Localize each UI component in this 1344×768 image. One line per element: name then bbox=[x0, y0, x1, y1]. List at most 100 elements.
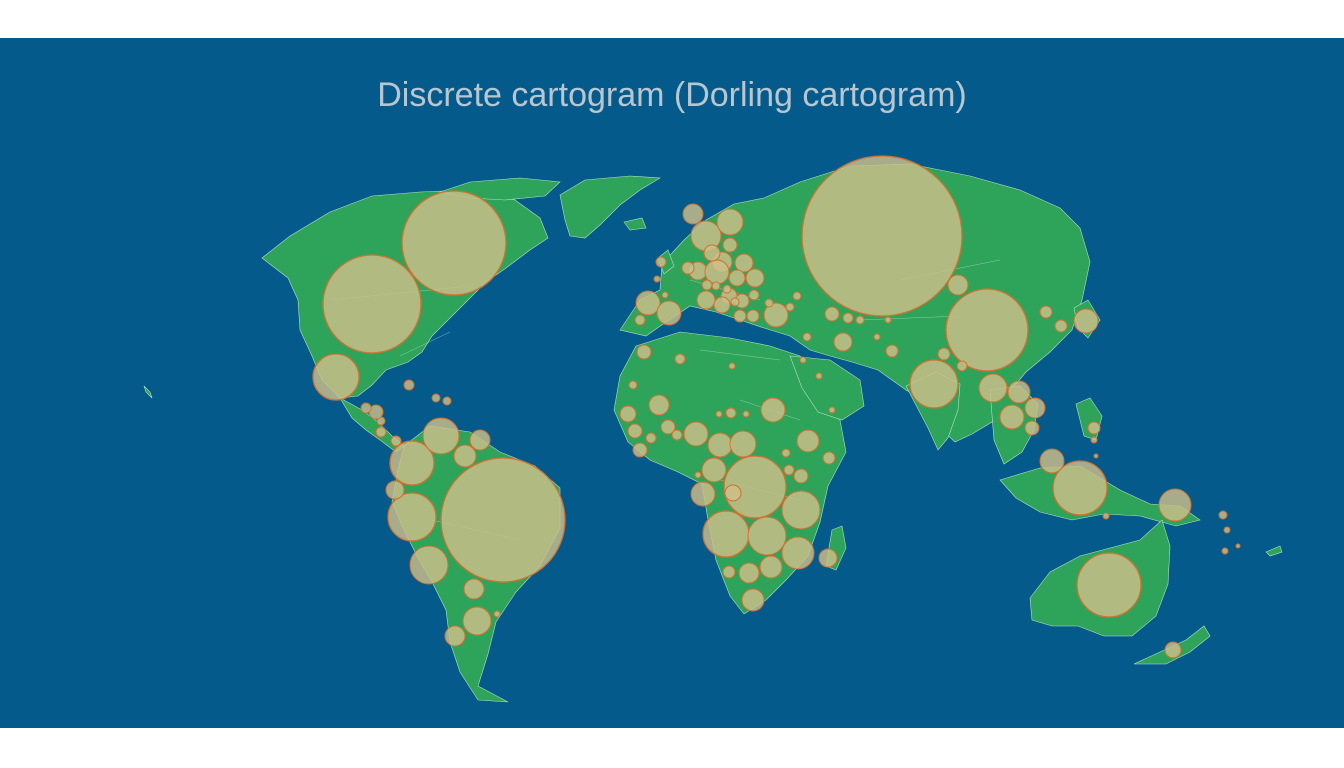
country-circle bbox=[422, 417, 460, 455]
country-circle bbox=[822, 451, 836, 465]
country-circle bbox=[375, 426, 387, 438]
country-circle bbox=[746, 309, 760, 323]
country-circle bbox=[1218, 510, 1228, 520]
country-circle bbox=[1007, 380, 1031, 404]
country-circle bbox=[799, 356, 807, 364]
pacific-islands-land bbox=[1265, 545, 1283, 557]
country-circle bbox=[759, 555, 783, 579]
country-circle bbox=[723, 455, 787, 519]
country-circle bbox=[648, 394, 670, 416]
country-circle bbox=[701, 279, 713, 291]
country-circle bbox=[978, 373, 1008, 403]
country-circle bbox=[360, 402, 372, 414]
country-circle bbox=[628, 380, 638, 390]
country-circle bbox=[760, 397, 786, 423]
country-circle bbox=[403, 379, 415, 391]
country-circle bbox=[742, 410, 750, 418]
country-circle bbox=[1054, 319, 1068, 333]
country-circle bbox=[815, 372, 823, 380]
country-circle bbox=[724, 484, 742, 502]
country-circle bbox=[390, 435, 402, 447]
country-circle bbox=[1052, 460, 1108, 516]
country-circle bbox=[442, 396, 452, 406]
country-circle bbox=[734, 253, 754, 273]
country-circle bbox=[453, 444, 477, 468]
country-circle bbox=[627, 423, 643, 439]
country-circle bbox=[738, 562, 760, 584]
country-circle bbox=[715, 410, 723, 418]
country-circle bbox=[999, 404, 1025, 430]
country-circle bbox=[733, 309, 747, 323]
country-circle bbox=[444, 625, 466, 647]
country-circle bbox=[674, 353, 686, 365]
country-circle bbox=[855, 315, 865, 325]
country-circle bbox=[661, 291, 669, 299]
country-circle bbox=[745, 268, 765, 288]
country-circle bbox=[722, 565, 736, 579]
country-circle bbox=[956, 360, 968, 372]
country-circle bbox=[763, 302, 789, 328]
arabia-land bbox=[789, 355, 865, 421]
map-frame: Discrete cartogram (Dorling cartogram) bbox=[0, 38, 1344, 728]
country-circle bbox=[729, 430, 757, 458]
country-circle bbox=[385, 480, 405, 500]
country-circle bbox=[713, 296, 731, 314]
country-circle bbox=[1093, 453, 1099, 459]
country-circle bbox=[690, 481, 716, 507]
country-circle bbox=[793, 468, 809, 484]
country-circle bbox=[945, 288, 1029, 372]
country-circle bbox=[696, 290, 716, 310]
country-circle bbox=[716, 208, 744, 236]
country-circle bbox=[796, 429, 820, 453]
country-circle bbox=[833, 332, 853, 352]
country-circle bbox=[312, 353, 360, 401]
country-circle bbox=[682, 203, 704, 225]
country-circle bbox=[469, 429, 491, 451]
country-circle bbox=[722, 284, 732, 294]
country-circle bbox=[431, 393, 441, 403]
country-circle bbox=[1039, 448, 1065, 474]
country-circle bbox=[1024, 397, 1046, 419]
country-circle bbox=[409, 545, 449, 585]
country-circle bbox=[683, 421, 709, 447]
country-circle bbox=[711, 281, 721, 291]
country-circle bbox=[681, 261, 695, 275]
country-circle bbox=[1073, 308, 1099, 334]
cartogram-circles bbox=[312, 155, 1241, 659]
country-circle bbox=[802, 332, 812, 342]
country-circle bbox=[701, 457, 727, 483]
country-circle bbox=[1087, 421, 1101, 435]
country-circle bbox=[785, 302, 795, 312]
country-circle bbox=[725, 407, 737, 419]
country-circle bbox=[462, 606, 492, 636]
country-circle bbox=[781, 490, 821, 530]
country-circle bbox=[781, 536, 815, 570]
country-circle bbox=[730, 297, 740, 307]
country-circle bbox=[1223, 526, 1231, 534]
country-circle bbox=[1039, 305, 1053, 319]
country-circle bbox=[389, 440, 435, 486]
country-circle bbox=[703, 244, 721, 262]
country-circle bbox=[463, 578, 485, 600]
country-circle bbox=[635, 290, 661, 316]
country-circle bbox=[702, 510, 750, 558]
country-circle bbox=[728, 269, 746, 287]
hawaii-land bbox=[143, 385, 153, 399]
country-circle bbox=[748, 289, 760, 301]
country-circle bbox=[801, 155, 963, 317]
country-circle bbox=[781, 448, 791, 458]
country-circle bbox=[885, 344, 899, 358]
country-circle bbox=[947, 274, 969, 296]
country-circle bbox=[1164, 641, 1182, 659]
country-circle bbox=[322, 254, 422, 354]
country-circle bbox=[1076, 552, 1142, 618]
country-circle bbox=[660, 419, 676, 435]
country-circle bbox=[401, 190, 507, 296]
map-title: Discrete cartogram (Dorling cartogram) bbox=[377, 76, 967, 114]
country-circle bbox=[655, 256, 667, 268]
country-circle bbox=[645, 432, 657, 444]
country-circle bbox=[1024, 420, 1040, 436]
country-circle bbox=[694, 471, 702, 479]
country-circle bbox=[909, 359, 959, 409]
country-circle bbox=[440, 457, 566, 583]
